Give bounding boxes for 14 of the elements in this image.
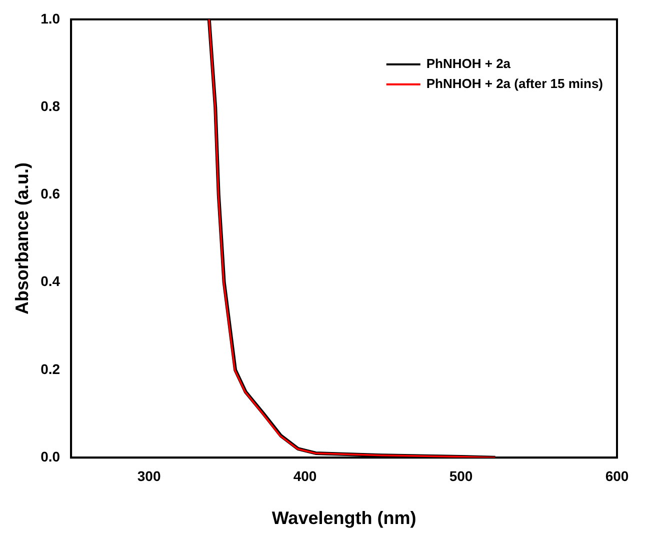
y-tick-label: 0.6 xyxy=(40,186,60,202)
y-tick-label: 0.0 xyxy=(40,448,60,464)
x-tick-label: 400 xyxy=(293,468,317,484)
legend-label: PhNHOH + 2a xyxy=(426,56,512,71)
legend-label: PhNHOH + 2a (after 15 mins) xyxy=(426,76,604,91)
y-axis-title: Absorbance (a.u.) xyxy=(12,162,32,315)
x-tick-label: 600 xyxy=(605,468,629,484)
x-axis-title: Wavelength (nm) xyxy=(272,508,416,528)
x-tick-label: 300 xyxy=(137,468,161,484)
y-tick-label: 1.0 xyxy=(40,10,60,26)
y-tick-label: 0.8 xyxy=(40,98,60,114)
y-tick-label: 0.2 xyxy=(40,360,60,377)
y-tick-label: 0.4 xyxy=(40,273,60,290)
x-tick-label: 500 xyxy=(449,468,473,484)
